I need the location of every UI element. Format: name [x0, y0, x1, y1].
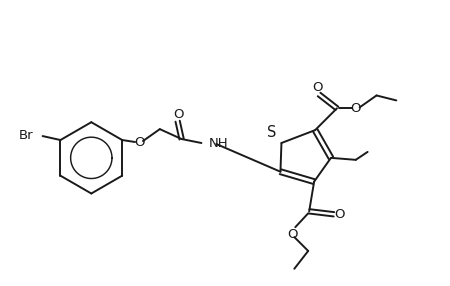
- Text: NH: NH: [208, 138, 228, 150]
- Text: O: O: [335, 208, 345, 221]
- Text: O: O: [173, 108, 184, 121]
- Text: Br: Br: [19, 129, 34, 142]
- Text: O: O: [287, 228, 297, 241]
- Text: S: S: [267, 125, 276, 140]
- Text: O: O: [312, 81, 322, 94]
- Text: O: O: [351, 102, 361, 115]
- Text: O: O: [134, 136, 144, 148]
